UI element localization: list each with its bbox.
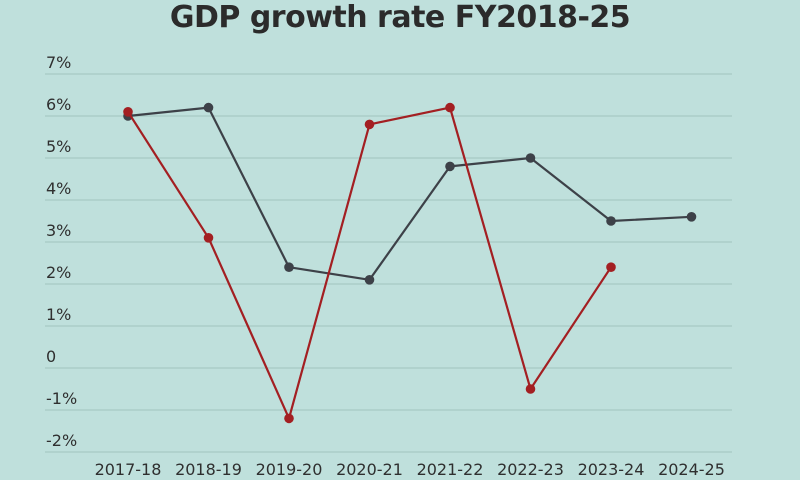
y-tick-label: 1% xyxy=(46,305,71,324)
x-tick-label: 2024-25 xyxy=(658,460,725,479)
y-tick-label: 0 xyxy=(46,347,56,366)
data-point xyxy=(364,119,375,130)
x-tick-label: 2023-24 xyxy=(578,460,645,479)
data-point xyxy=(284,413,294,424)
x-tick-label: 2018-19 xyxy=(175,460,242,479)
data-point xyxy=(203,233,214,243)
y-tick-label: 7% xyxy=(46,53,71,72)
grid-layer xyxy=(45,73,732,453)
data-point xyxy=(284,262,294,273)
data-point xyxy=(686,212,697,222)
data-point xyxy=(123,107,133,117)
data-point xyxy=(606,262,616,273)
series-line xyxy=(127,106,612,420)
series-line xyxy=(127,106,692,281)
y-tick-label: 2% xyxy=(46,263,71,282)
x-tick-label: 2021-22 xyxy=(417,460,484,479)
x-tick-label: 2020-21 xyxy=(336,460,403,479)
y-tick-label: 3% xyxy=(46,221,71,240)
data-point xyxy=(445,102,455,113)
series-1 xyxy=(123,102,697,285)
x-tick-label: 2022-23 xyxy=(497,460,564,479)
series-2 xyxy=(123,102,616,424)
data-point xyxy=(525,384,536,394)
series-layer xyxy=(123,102,697,424)
y-tick-label: -1% xyxy=(46,389,77,408)
x-tick-label: 2019-20 xyxy=(256,460,323,479)
data-point xyxy=(445,161,455,172)
y-tick-label: 6% xyxy=(46,95,71,114)
data-point xyxy=(364,275,375,285)
y-tick-label: 5% xyxy=(46,137,71,156)
y-axis-ticks: 7% 6% 5% 4% 3% 2% 1% 0 -1% -2% xyxy=(46,53,77,450)
x-tick-label: 2017-18 xyxy=(95,460,162,479)
data-point xyxy=(203,102,214,113)
data-point xyxy=(525,153,536,163)
y-tick-label: -2% xyxy=(46,431,77,450)
y-tick-label: 4% xyxy=(46,179,71,198)
chart-title: GDP growth rate FY2018-25 xyxy=(169,0,631,35)
data-point xyxy=(606,216,616,226)
x-axis-ticks: 2017-18 2018-19 2019-20 2020-21 2021-22 2022-… xyxy=(95,460,725,479)
